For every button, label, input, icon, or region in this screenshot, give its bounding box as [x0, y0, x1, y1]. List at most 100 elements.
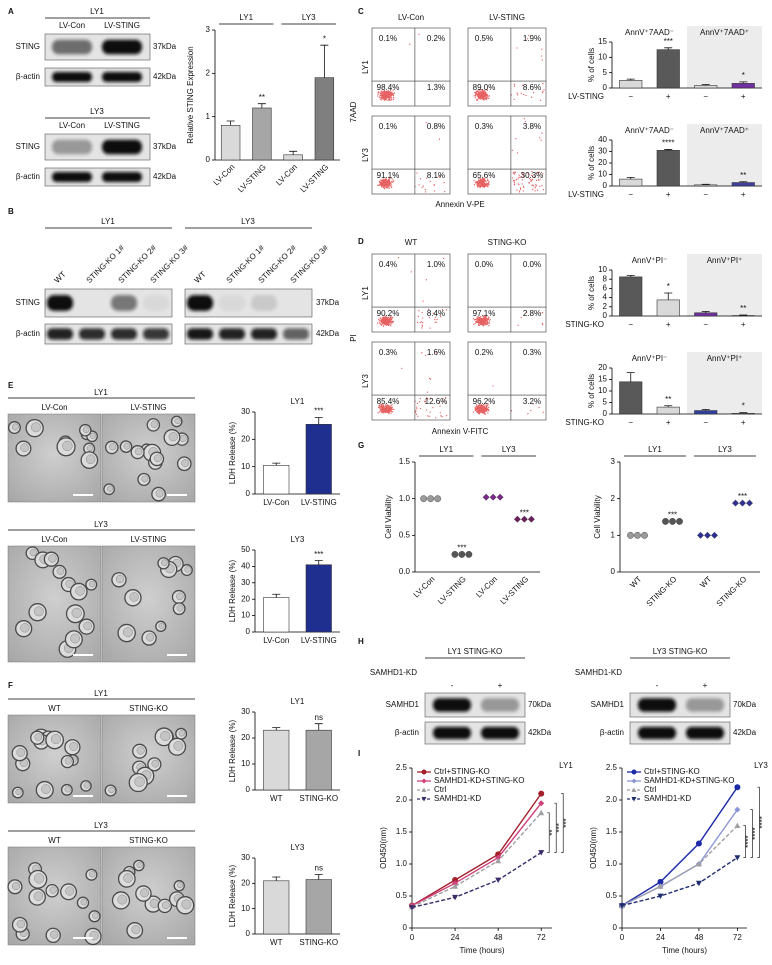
x-tick-label: − [703, 92, 708, 101]
x-tick-label: LV-Con [412, 575, 437, 600]
x-tick-label: WT [628, 574, 643, 589]
x-tick-label: LV-Con [212, 163, 237, 188]
y-tick-label: 10 [241, 611, 250, 620]
label: β-actin [16, 72, 40, 81]
blot-band [686, 727, 724, 739]
series-line [622, 826, 737, 906]
bar [695, 411, 718, 414]
legend-marker [632, 770, 637, 775]
chart-title: LY3 [291, 535, 305, 544]
x-tick-label: LV-STING [499, 575, 531, 607]
y-tick-label: 1.0 [396, 859, 408, 868]
y-tick-label: 1.5 [399, 457, 411, 466]
cell-core [57, 568, 64, 575]
cell-core [146, 633, 154, 641]
x-tick-label: LV-STING [436, 575, 468, 607]
x-tick-label: − [703, 190, 708, 199]
cell-core [17, 920, 25, 928]
cell-core [20, 623, 29, 632]
cell-core [89, 581, 95, 587]
label: LY1 [90, 7, 104, 16]
bar [657, 300, 680, 316]
significance: ns [315, 713, 323, 722]
label: 42kDa [733, 728, 757, 737]
blot-band [102, 172, 142, 182]
y-tick-label: 10 [598, 170, 607, 179]
label: LV-STING [104, 21, 140, 30]
x-tick-label: + [666, 320, 671, 329]
cell-core [177, 605, 183, 611]
blot-band [481, 727, 519, 739]
y-axis-label: OD450(nm) [589, 827, 598, 869]
y-tick-label: 1.5 [606, 827, 618, 836]
label: SAMHD1-KD [370, 668, 417, 677]
error-bar [320, 45, 328, 77]
blot-band [52, 140, 92, 155]
y-tick-label: 2 [206, 68, 211, 77]
cell-core [72, 608, 82, 618]
label: AnnV⁺7AAD⁺ [700, 28, 749, 37]
cell-core [180, 435, 187, 442]
label: 0.8% [427, 122, 445, 131]
label: 0.1% [379, 122, 397, 131]
label: LY1 [361, 60, 370, 74]
bar [695, 185, 718, 186]
label: LY1 STING-KO [448, 647, 503, 656]
blot-band [143, 295, 169, 311]
label: AnnV⁺7AAD⁺ [700, 126, 749, 135]
chart-title: LY3 [291, 843, 305, 852]
x-tick-label: − [703, 320, 708, 329]
y-tick-label: 0 [613, 923, 618, 932]
cell-core [140, 889, 148, 897]
error-bar [627, 373, 635, 382]
y-tick-label: 1.0 [399, 494, 411, 503]
significance: ns [315, 864, 323, 873]
x-tick-label: WT [270, 938, 283, 947]
cell-core [124, 443, 130, 449]
blot-band [102, 72, 142, 82]
x-tick-label: − [628, 190, 633, 199]
label: 96.2% [473, 397, 496, 406]
y-tick-label: 0 [403, 923, 408, 932]
series-marker [495, 878, 501, 883]
bar [253, 108, 272, 160]
cell-core [159, 623, 165, 629]
series-marker [734, 784, 740, 790]
label: 91.1% [377, 171, 400, 180]
legend-label: SAMHD1-KD [644, 794, 691, 803]
label: LY1 [648, 445, 662, 454]
y-tick-label: 10 [598, 265, 607, 274]
panel-letter: G [358, 441, 364, 450]
label: 37kDa [153, 142, 177, 151]
x-tick-label: LV-Con [263, 498, 289, 507]
label: SAMHD1 [591, 700, 625, 709]
blot-band [52, 72, 92, 82]
y-tick-label: 0 [246, 929, 251, 938]
blot-band [52, 40, 92, 55]
label: - [451, 681, 454, 690]
label: 42kDa [316, 329, 340, 338]
cell-core [12, 424, 18, 430]
cell-core [156, 490, 163, 497]
blot-band [433, 698, 471, 711]
x-row-label: STING-KO [565, 418, 604, 427]
y-tick-label: 0.0 [399, 567, 411, 576]
y-axis-label: LDH Release (%) [228, 865, 237, 928]
y-tick-label: 30 [241, 407, 250, 416]
cell-core [35, 734, 42, 741]
label: 98.4% [377, 83, 400, 92]
y-tick-label: 1 [611, 530, 616, 539]
panel-letter: I [358, 749, 360, 758]
significance: *** [314, 407, 323, 416]
cell-core [83, 427, 89, 433]
label: STING [16, 42, 40, 51]
y-tick-label: 30 [241, 578, 250, 587]
x-tick-label: LV-STING [299, 163, 331, 195]
label: LY3 [241, 217, 255, 226]
label: 2.8% [523, 309, 541, 318]
y-axis-label: % of cells [587, 48, 596, 82]
legend-label: SAMHD1-KD+STING-KO [644, 776, 734, 785]
cell-core [34, 892, 43, 901]
label: 97.1% [473, 309, 496, 318]
cell-core [65, 758, 72, 765]
